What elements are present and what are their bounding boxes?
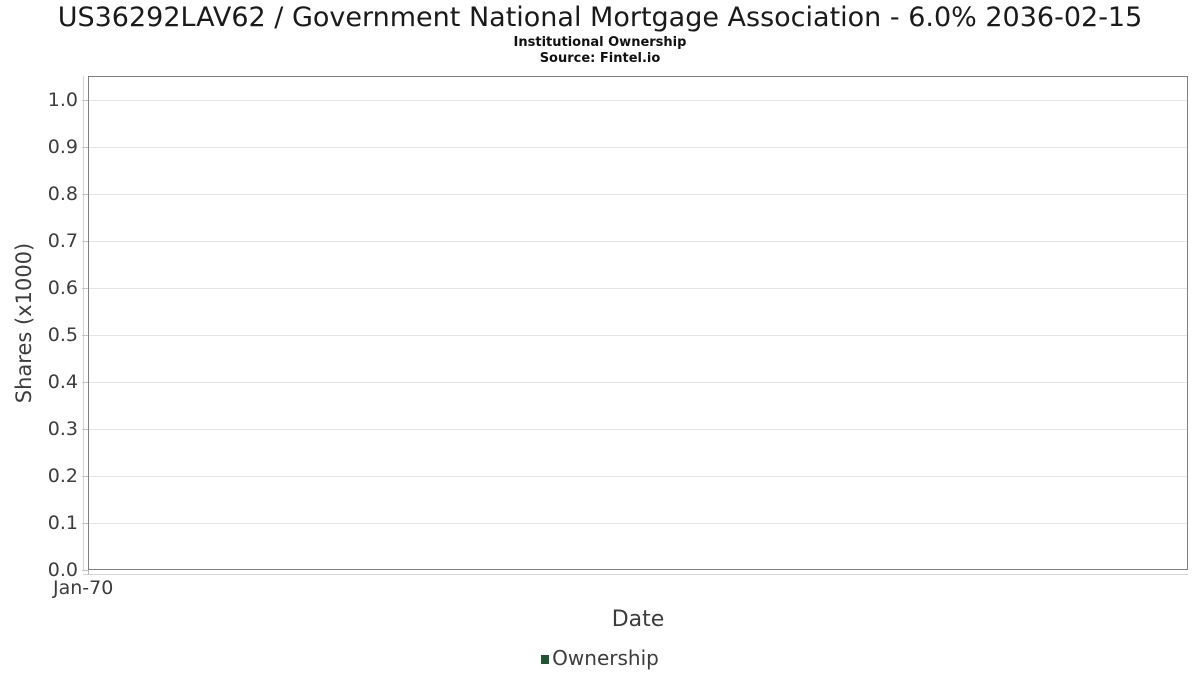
y-tick-mark-0.6 xyxy=(82,288,88,289)
gridline-y-0.6 xyxy=(89,288,1187,289)
y-tick-mark-0.9 xyxy=(82,147,88,148)
y-tick-label-0.2: 0.2 xyxy=(47,465,78,487)
y-tick-label-0.3: 0.3 xyxy=(47,418,78,440)
y-tick-label-0.7: 0.7 xyxy=(47,230,78,252)
y-tick-label-0.8: 0.8 xyxy=(47,183,78,205)
gridline-y-0.4 xyxy=(89,382,1187,383)
gridline-y-0.9 xyxy=(89,147,1187,148)
gridline-y-0.7 xyxy=(89,241,1187,242)
y-tick-label-0.0: 0.0 xyxy=(47,559,78,581)
y-tick-labels: 0.0 0.1 0.2 0.3 0.4 0.5 0.6 0.7 0.8 0.9 1.0 xyxy=(0,76,82,581)
gridline-y-0.2 xyxy=(89,476,1187,477)
x-axis-title: Date xyxy=(611,607,665,632)
plot-area xyxy=(82,76,1188,575)
gridline-y-1.0 xyxy=(89,100,1187,101)
y-tick-mark-0.7 xyxy=(82,241,88,242)
chart-subtitle: Institutional Ownership xyxy=(513,35,687,50)
gridline-y-0.1 xyxy=(89,523,1187,524)
legend: Ownership xyxy=(0,646,1200,670)
y-tick-mark-0.8 xyxy=(82,194,88,195)
gridline-y-0.3 xyxy=(89,429,1187,430)
y-tick-mark-0.1 xyxy=(82,523,88,524)
y-tick-label-0.6: 0.6 xyxy=(47,277,78,299)
y-tick-mark-0.3 xyxy=(82,429,88,430)
y-axis-title: Shares (x1000) xyxy=(12,242,36,404)
y-tick-mark-0.5 xyxy=(82,335,88,336)
y-axis-tick-line xyxy=(83,76,84,571)
y-tick-mark-1.0 xyxy=(82,100,88,101)
y-tick-mark-0.2 xyxy=(82,476,88,477)
y-tick-label-0.9: 0.9 xyxy=(47,136,78,158)
gridline-y-0.8 xyxy=(89,194,1187,195)
chart-title: US36292LAV62 / Government National Mortg… xyxy=(57,2,1143,33)
y-tick-mark-0.0 xyxy=(82,570,88,571)
x-axis-tick-line xyxy=(83,574,1188,575)
y-tick-label-1.0: 1.0 xyxy=(47,89,78,111)
legend-marker-square-icon xyxy=(541,654,550,664)
chart-source-note: Source: Fintel.io xyxy=(539,51,661,66)
y-tick-label-0.4: 0.4 xyxy=(47,371,78,393)
y-tick-label-0.1: 0.1 xyxy=(47,512,78,534)
x-tick-label: Jan-70 xyxy=(53,577,114,599)
legend-item-ownership[interactable]: Ownership xyxy=(552,646,659,670)
y-tick-mark-0.4 xyxy=(82,382,88,383)
gridline-y-0.5 xyxy=(89,335,1187,336)
x-tick-mark xyxy=(88,570,89,575)
y-tick-label-0.5: 0.5 xyxy=(47,324,78,346)
